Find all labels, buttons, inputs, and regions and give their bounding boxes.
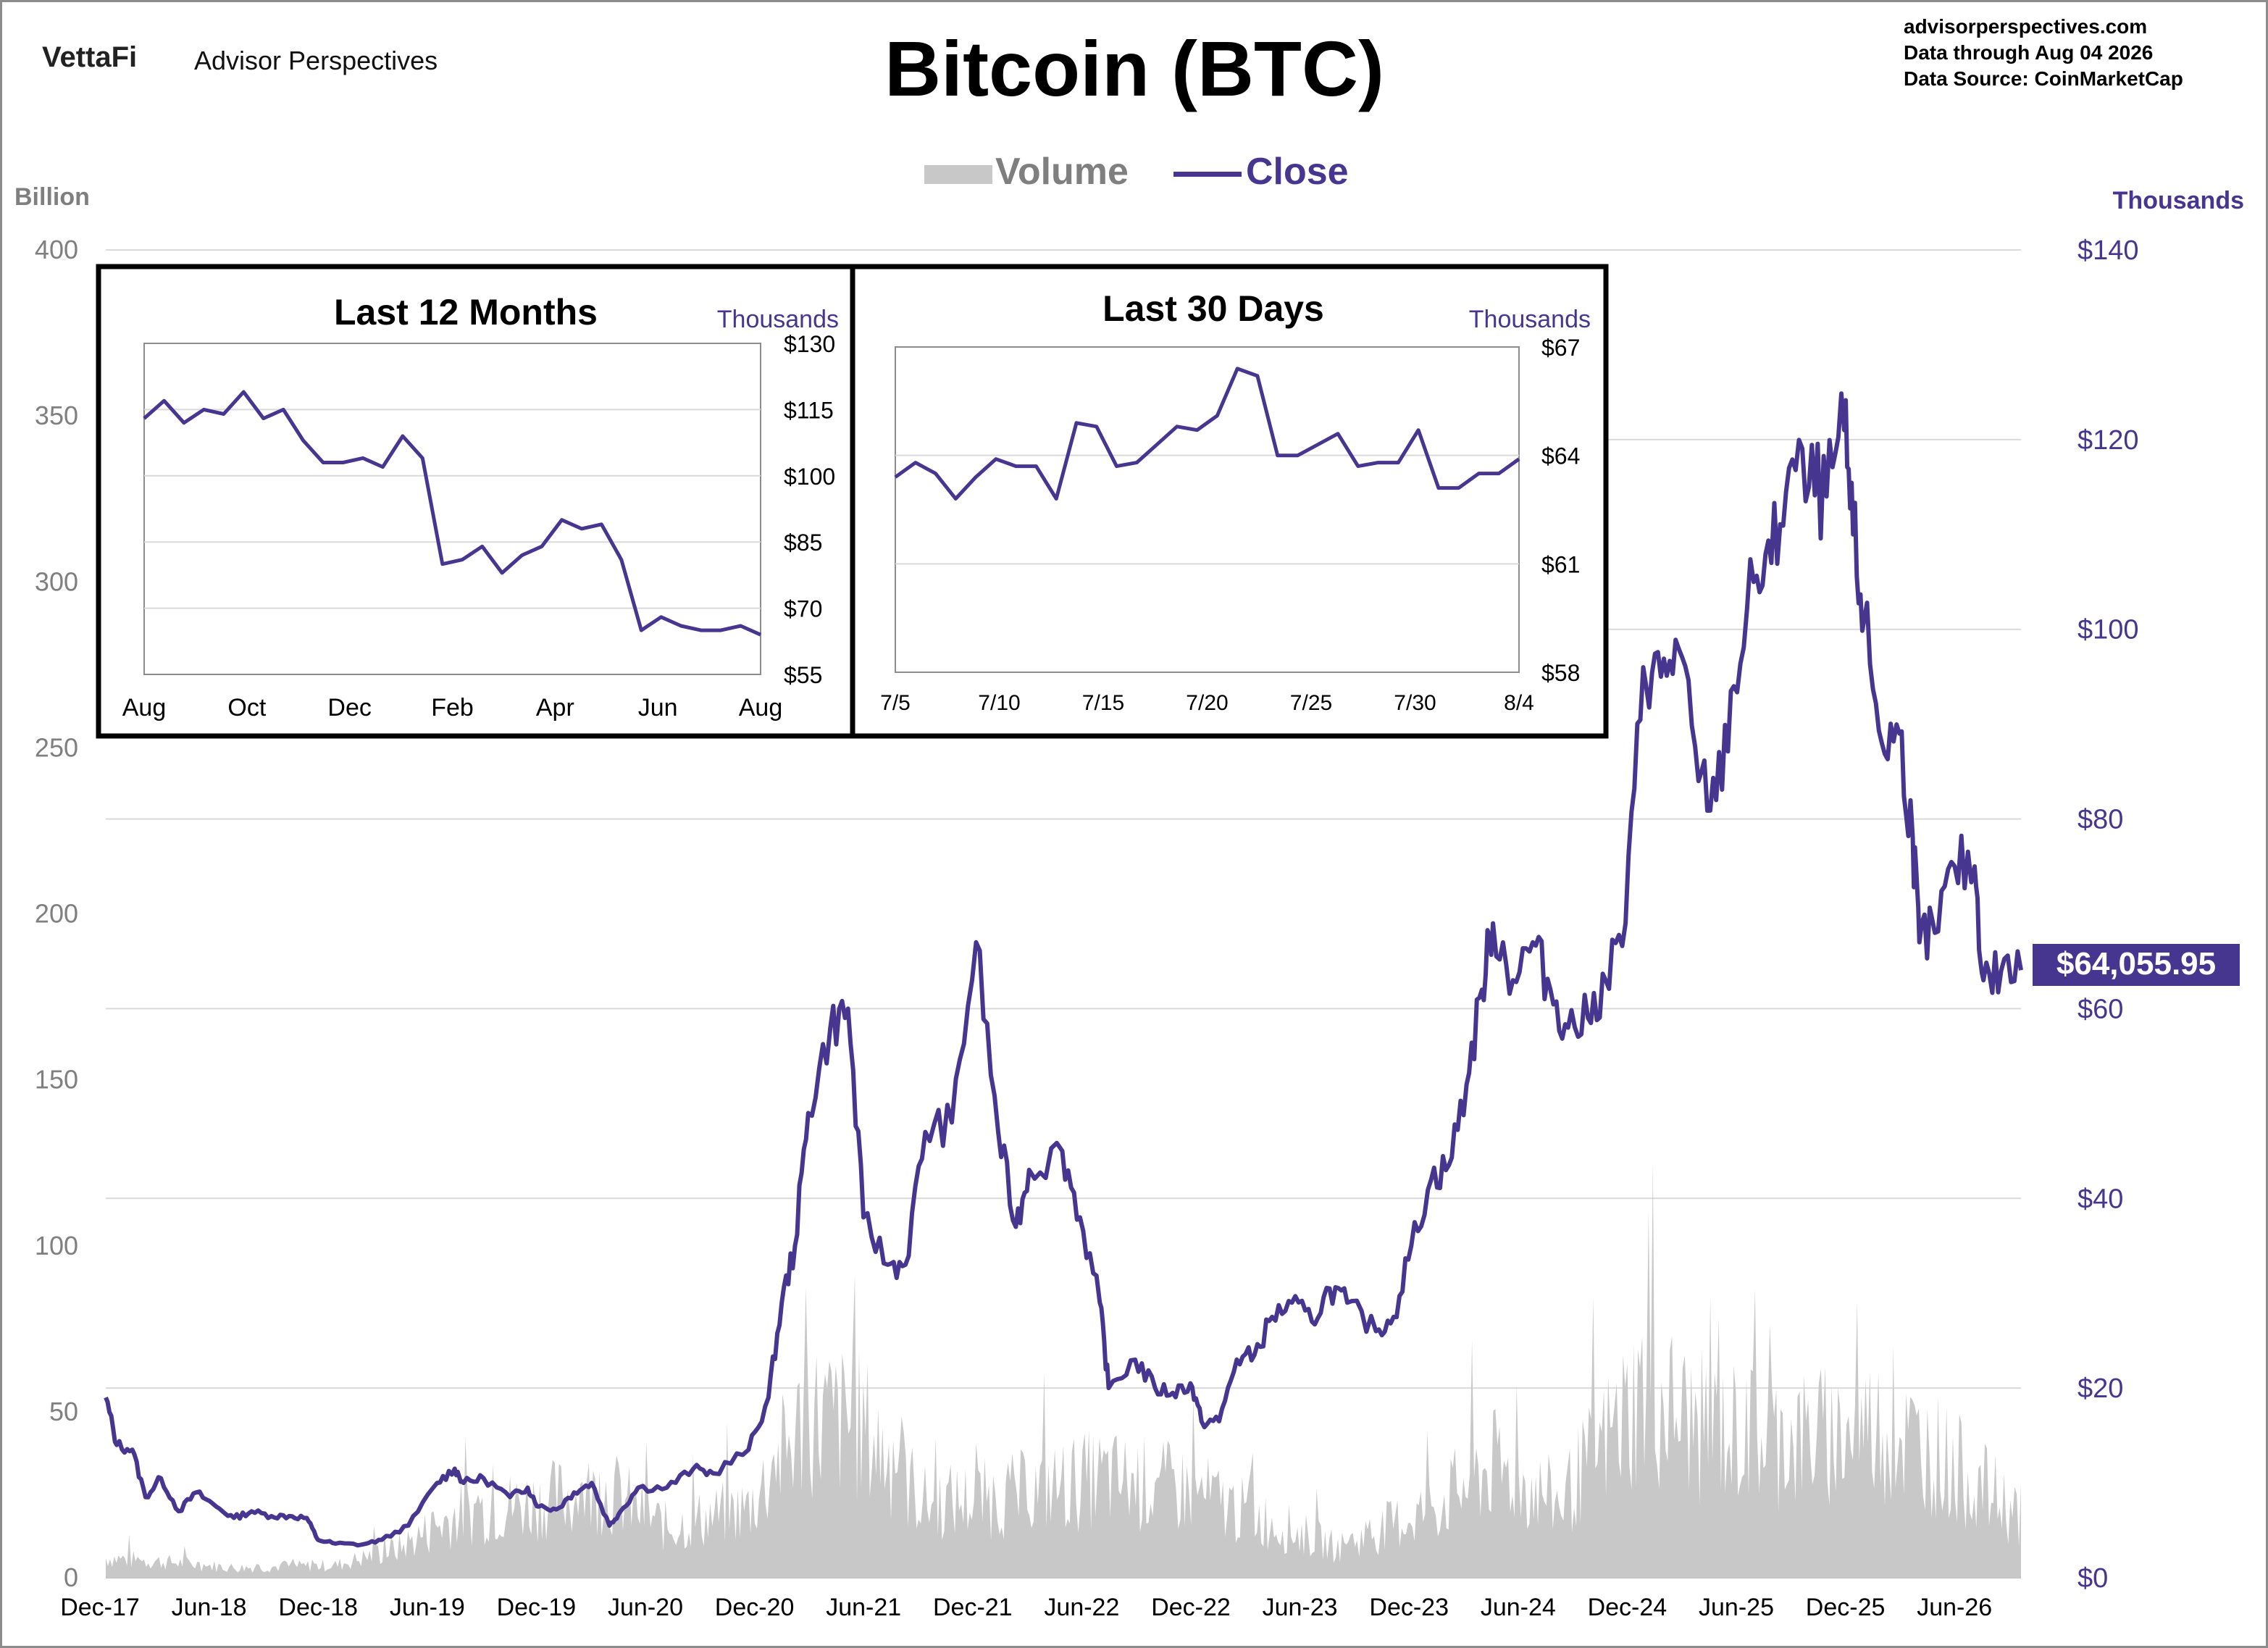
left-axis-ticks: 400 350 300 250 200 150 100 50 0	[35, 235, 78, 1592]
inset-plot-area	[143, 343, 761, 675]
legend-close-swatch	[1173, 172, 1242, 177]
inset-x-tick-label: Aug	[122, 694, 167, 721]
last-value-box	[2033, 944, 2240, 986]
right-tick-label: $40	[2077, 1184, 2123, 1214]
left-tick-label: 350	[35, 401, 78, 430]
inset-close-line	[894, 367, 1520, 501]
inset-y-tick-label: $85	[784, 530, 822, 556]
inset-12-title: Last 12 Months	[334, 292, 598, 332]
inset-x-tick-label: 8/4	[1504, 691, 1534, 715]
inset-y-tick-label: $64	[1541, 443, 1580, 469]
close-series-line	[104, 391, 2023, 1548]
inset-y-tick-label: $70	[784, 596, 822, 622]
left-tick-label: 50	[49, 1397, 78, 1426]
inset-x-tick-label: 7/15	[1082, 691, 1124, 715]
left-tick-label: 400	[35, 235, 78, 264]
right-tick-label: $60	[2077, 994, 2123, 1024]
inset-x-tick-label: Oct	[227, 694, 266, 721]
left-tick-label: 250	[35, 732, 78, 762]
right-tick-label: $120	[2077, 425, 2139, 456]
inset-y-tick-label: $100	[784, 464, 835, 490]
inset-x-tick-label: 7/5	[880, 691, 911, 715]
x-tick-label: Jun-22	[1044, 1594, 1119, 1621]
inset-close-line	[143, 390, 762, 637]
inset-x-tick-label: Aug	[739, 694, 783, 721]
inset-x-tick-label: 7/25	[1290, 691, 1332, 715]
inset-30-unit: Thousands	[1469, 306, 1591, 333]
x-tick-label: Jun-20	[608, 1594, 683, 1621]
left-tick-label: 100	[35, 1231, 78, 1260]
x-tick-label: Dec-25	[1806, 1594, 1886, 1621]
volume-area	[106, 1162, 2021, 1578]
inset-y-tick-label: $61	[1541, 551, 1580, 577]
legend-volume-swatch	[924, 165, 992, 184]
x-tick-label: Jun-26	[1917, 1594, 1992, 1621]
x-tick-label: Jun-24	[1481, 1594, 1556, 1621]
inset-y-tick-label: $115	[784, 397, 834, 423]
x-tick-label: Dec-24	[1588, 1594, 1667, 1621]
inset-x-tick-label: 7/30	[1394, 691, 1436, 715]
left-tick-label: 300	[35, 566, 78, 596]
right-tick-label: $100	[2077, 615, 2139, 645]
left-tick-label: 150	[35, 1065, 78, 1095]
close-series	[104, 391, 2023, 1548]
x-tick-label: Jun-19	[390, 1594, 465, 1621]
legend-close-label: Close	[1246, 151, 1349, 193]
inset-y-tick-label: $55	[784, 662, 822, 688]
legend-volume-label: Volume	[995, 151, 1129, 193]
vettafi-logo: VettaFi	[42, 41, 137, 73]
left-axis-unit: Billion	[14, 183, 90, 211]
right-tick-label: $0	[2077, 1563, 2108, 1594]
inset-y-tick-label: $67	[1541, 335, 1580, 361]
left-tick-label: 0	[64, 1563, 78, 1592]
inset-30-title: Last 30 Days	[1102, 288, 1324, 329]
x-tick-label: Jun-23	[1263, 1594, 1338, 1621]
inset-plot-area	[895, 346, 1520, 673]
inset-x-tick-label: 7/20	[1186, 691, 1228, 715]
inset-x-tick-label: 7/10	[978, 691, 1020, 715]
x-axis-ticks: Dec-17 Jun-18 Dec-18 Jun-19 Dec-19 Jun-20 Dec-…	[60, 1594, 1992, 1621]
data-through: Data through Aug 04 2026	[1904, 41, 2153, 64]
x-tick-label: Dec-17	[60, 1594, 140, 1621]
brand-name: Advisor Perspectives	[194, 46, 438, 75]
inset-y-tick-label: $130	[784, 331, 835, 357]
volume-series-area	[106, 1162, 2021, 1578]
inset-30-plot: $67 $64 $61 $58 7/5 7/10 7/15 7/20 7/25 7/30 8/4	[880, 335, 1580, 715]
right-tick-label: $80	[2077, 805, 2123, 835]
x-tick-label: Dec-18	[278, 1594, 358, 1621]
x-tick-label: Dec-22	[1151, 1594, 1231, 1621]
inset-x-tick-label: Apr	[536, 694, 574, 721]
x-tick-label: Jun-25	[1699, 1594, 1774, 1621]
inset-x-tick-label: Jun	[638, 694, 678, 721]
inset-y-tick-label: $58	[1541, 660, 1580, 686]
x-tick-label: Dec-23	[1369, 1594, 1449, 1621]
right-tick-label: $140	[2077, 235, 2139, 266]
x-tick-label: Jun-21	[826, 1594, 901, 1621]
x-tick-label: Dec-19	[497, 1594, 577, 1621]
right-tick-label: $20	[2077, 1373, 2123, 1404]
right-axis-unit: Thousands	[2113, 187, 2244, 214]
last-value-label: $64,055.95	[2056, 946, 2216, 982]
left-tick-label: 200	[35, 899, 78, 929]
chart-title: Bitcoin (BTC)	[884, 25, 1384, 112]
x-tick-label: Dec-20	[715, 1594, 795, 1621]
right-axis-ticks: $140 $120 $100 $80 $60 $40 $20 $0	[2077, 235, 2139, 1594]
site-url: advisorperspectives.com	[1904, 15, 2147, 38]
inset-x-tick-label: Feb	[431, 694, 474, 721]
data-source: Data Source: CoinMarketCap	[1904, 67, 2183, 90]
x-tick-label: Dec-21	[933, 1594, 1013, 1621]
inset-x-tick-label: Dec	[327, 694, 371, 721]
x-tick-label: Jun-18	[172, 1594, 247, 1621]
inset-12-unit: Thousands	[717, 306, 839, 333]
